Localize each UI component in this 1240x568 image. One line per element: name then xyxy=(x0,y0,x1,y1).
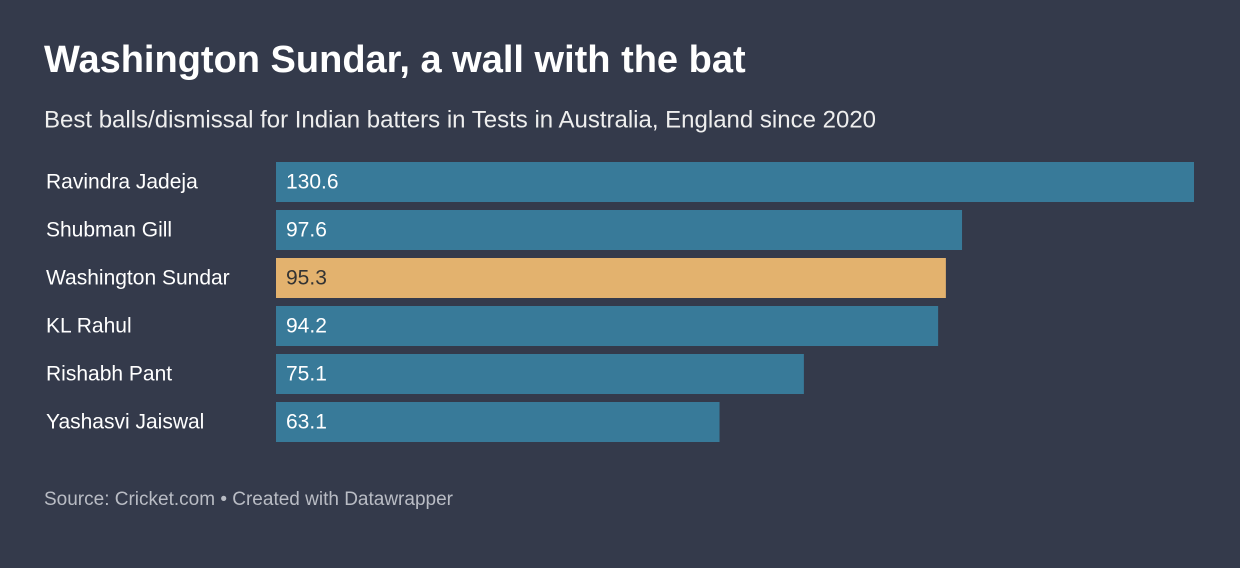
source-note: Source: Cricket.com • Created with Dataw… xyxy=(44,489,454,510)
value-label: 94.2 xyxy=(286,315,327,338)
category-label: Yashasvi Jaiswal xyxy=(46,411,204,434)
chart-title: Washington Sundar, a wall with the bat xyxy=(44,39,746,81)
category-label: Rishabh Pant xyxy=(46,363,172,386)
category-label: Washington Sundar xyxy=(46,267,230,290)
value-label: 97.6 xyxy=(286,219,327,242)
value-label: 130.6 xyxy=(286,171,339,194)
bar xyxy=(276,402,720,442)
category-label: KL Rahul xyxy=(46,315,132,338)
value-label: 63.1 xyxy=(286,411,327,434)
value-label: 95.3 xyxy=(286,267,327,290)
category-label: Ravindra Jadeja xyxy=(46,171,198,194)
value-label: 75.1 xyxy=(286,363,327,386)
bar xyxy=(276,210,963,250)
chart-subtitle: Best balls/dismissal for Indian batters … xyxy=(44,106,876,133)
bar xyxy=(276,258,946,298)
bar xyxy=(276,354,804,394)
bar xyxy=(276,306,939,346)
bar xyxy=(276,162,1194,202)
category-label: Shubman Gill xyxy=(46,219,172,242)
